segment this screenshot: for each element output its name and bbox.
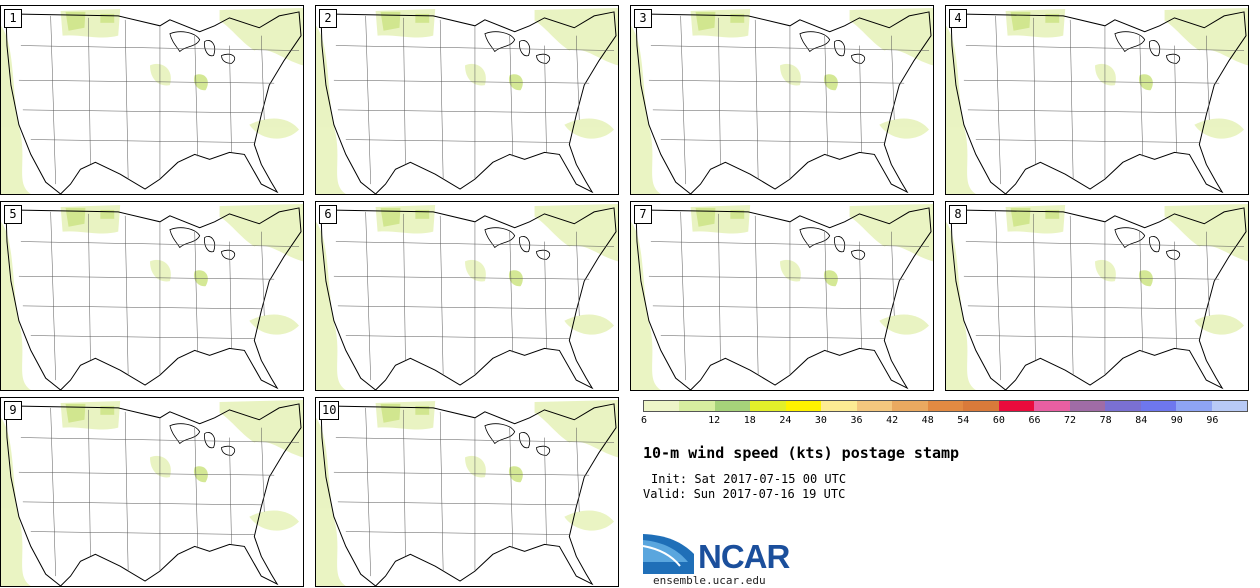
colorbar-swatch — [1069, 401, 1106, 411]
colorbar-swatch — [785, 401, 822, 411]
member-number-label: 1 — [4, 9, 22, 28]
colorbar-tick-label: 90 — [1170, 415, 1183, 426]
colorbar-swatch — [892, 401, 928, 411]
colorbar-swatch — [1034, 401, 1070, 411]
member-number-label: 2 — [319, 9, 337, 28]
init-time: Init: Sat 2017-07-15 00 UTC — [651, 472, 847, 486]
colorbar-swatch — [1140, 401, 1177, 411]
member-map-panel: 8 — [945, 201, 1249, 391]
colorbar-swatch — [1176, 401, 1212, 411]
colorbar-swatch — [856, 401, 893, 411]
member-map-panel: 9 — [0, 397, 304, 587]
member-number-label: 3 — [634, 9, 652, 28]
colorbar-tick-label: 72 — [1064, 415, 1077, 426]
colorbar-swatch — [821, 401, 857, 411]
us-map — [316, 203, 618, 390]
member-map-panel: 7 — [630, 201, 934, 391]
colorbar-ticks: 6 12 18 24 30 36 42 48 54 60 66 72 78 84 90 96 — [641, 415, 1248, 429]
member-map-panel: 6 — [315, 201, 619, 391]
us-map — [316, 399, 618, 586]
us-map — [1, 399, 303, 586]
valid-time: Valid: Sun 2017-07-16 19 UTC — [643, 487, 846, 501]
us-map — [316, 7, 618, 194]
colorbar-swatch — [963, 401, 999, 411]
colorbar-swatch — [714, 401, 751, 411]
figure-title: 10-m wind speed (kts) postage stamp — [643, 444, 960, 462]
member-number-label: 7 — [634, 205, 652, 224]
us-map — [631, 203, 933, 390]
member-map-panel: 3 — [630, 5, 934, 195]
member-map-panel: 4 — [945, 5, 1249, 195]
colorbar-swatch — [998, 401, 1035, 411]
member-number-label: 10 — [319, 401, 340, 420]
colorbar-swatch — [927, 401, 964, 411]
member-map-panel: 10 — [315, 397, 619, 587]
colorbar-swatch — [679, 401, 715, 411]
ncar-logo-icon — [642, 534, 694, 574]
us-map — [946, 7, 1248, 194]
member-number-label: 6 — [319, 205, 337, 224]
member-number-label: 9 — [4, 401, 22, 420]
colorbar-tick-label: 60 — [992, 415, 1005, 426]
colorbar-tick-label: 96 — [1206, 415, 1219, 426]
us-map — [946, 203, 1248, 390]
colorbar-tick-label: 78 — [1099, 415, 1112, 426]
colorbar-swatch — [750, 401, 786, 411]
member-number-label: 8 — [949, 205, 967, 224]
member-map-panel: 1 — [0, 5, 304, 195]
member-map-panel: 5 — [0, 201, 304, 391]
colorbar — [643, 400, 1248, 412]
member-number-label: 5 — [4, 205, 22, 224]
colorbar-tick-label: 6 — [641, 415, 648, 426]
member-number-label: 4 — [949, 9, 967, 28]
colorbar-tick-label: 12 — [708, 415, 721, 426]
colorbar-tick-label: 36 — [850, 415, 863, 426]
colorbar-tick-label: 84 — [1135, 415, 1148, 426]
us-map — [1, 203, 303, 390]
colorbar-swatch — [1105, 401, 1141, 411]
colorbar-tick-label: 54 — [957, 415, 970, 426]
colorbar-tick-label: 66 — [1028, 415, 1041, 426]
colorbar-swatch — [1211, 401, 1247, 411]
colorbar-tick-label: 30 — [814, 415, 827, 426]
colorbar-tick-label: 18 — [743, 415, 756, 426]
ncar-logo-text: NCAR — [698, 538, 790, 575]
colorbar-tick-label: 42 — [886, 415, 899, 426]
colorbar-tick-label: 48 — [921, 415, 934, 426]
colorbar-tick-label: 24 — [779, 415, 792, 426]
member-map-panel: 2 — [315, 5, 619, 195]
us-map — [1, 7, 303, 194]
us-map — [631, 7, 933, 194]
site-url[interactable]: ensemble.ucar.edu — [653, 574, 766, 587]
colorbar-swatch — [644, 401, 680, 411]
